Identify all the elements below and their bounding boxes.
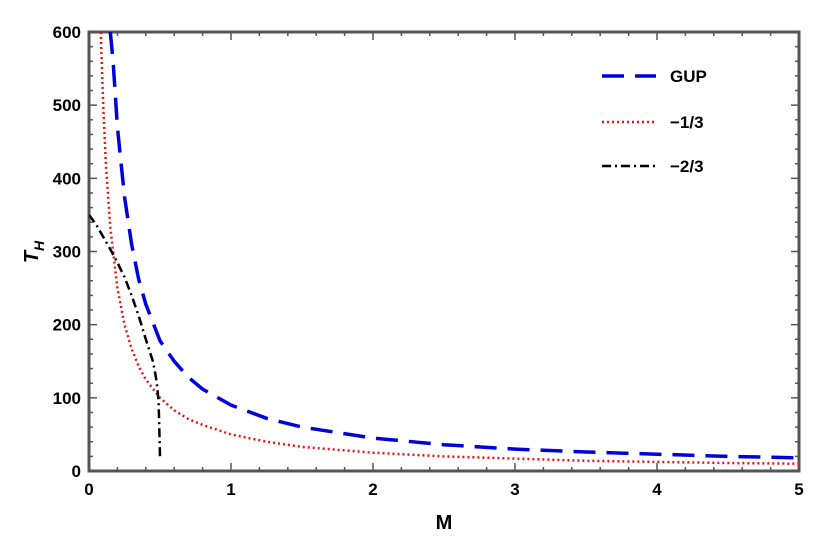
series-line-3	[89, 214, 162, 457]
y-tick-label: 200	[53, 316, 81, 335]
legend-label-1: GUP	[670, 67, 707, 86]
y-tick-label: 100	[53, 389, 81, 408]
x-tick-label: 3	[510, 480, 519, 499]
y-tick-label: 400	[53, 169, 81, 188]
x-tick-label: 1	[226, 480, 235, 499]
x-axis-label: M	[436, 512, 453, 534]
legend-label-3: −2/3	[670, 157, 704, 176]
x-tick-label: 0	[84, 480, 93, 499]
y-axis-label-subscript: H	[31, 240, 47, 251]
legend-label-2: −1/3	[670, 113, 704, 132]
y-axis-label-main: T	[21, 249, 43, 263]
x-tick-label: 2	[368, 480, 377, 499]
y-tick-label: 300	[53, 243, 81, 262]
y-axis-label: TH	[21, 240, 47, 263]
y-tick-label: 600	[53, 23, 81, 42]
x-tick-label: 4	[652, 480, 662, 499]
plot-frame	[87, 30, 801, 473]
x-tick-label: 5	[794, 480, 803, 499]
legend: GUP −1/3 −2/3	[602, 67, 707, 176]
y-tick-label: 500	[53, 96, 81, 115]
series-line-2	[99, 32, 799, 465]
y-tick-label: 0	[72, 462, 81, 481]
svg-text:TH: TH	[21, 240, 47, 263]
series-layer	[89, 32, 799, 465]
ticks-layer: 0 1 2 3 4 5 0 100 200 300 400 500 600	[53, 23, 804, 499]
series-line-1	[108, 32, 799, 460]
